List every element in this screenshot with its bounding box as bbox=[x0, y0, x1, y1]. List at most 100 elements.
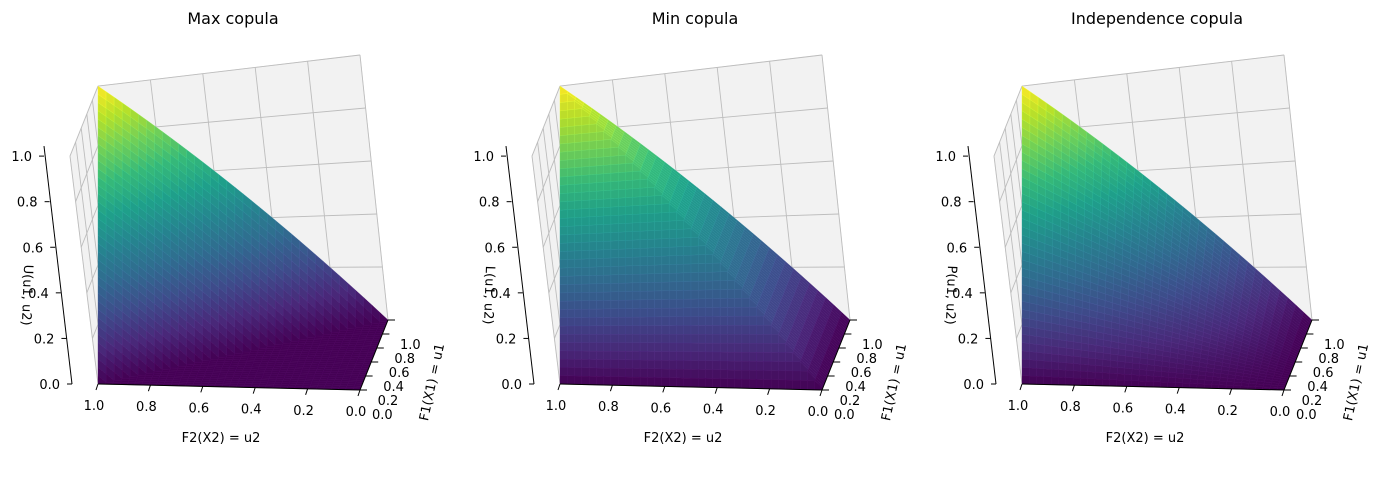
surface-cell bbox=[1036, 368, 1045, 377]
surface-cell bbox=[340, 344, 350, 347]
surface-cell bbox=[690, 378, 699, 388]
surface-cell bbox=[603, 257, 612, 267]
surface-cell bbox=[734, 378, 743, 389]
surface-cell bbox=[322, 353, 331, 357]
surface-cell bbox=[690, 369, 699, 379]
surface-cell bbox=[156, 381, 166, 384]
surface-cell bbox=[1161, 366, 1170, 373]
surface-cell bbox=[683, 298, 692, 309]
surface-cell bbox=[705, 254, 714, 264]
surface-cell bbox=[1196, 383, 1205, 389]
x-axis-line bbox=[97, 383, 361, 391]
surface-cell bbox=[610, 334, 619, 343]
surface-cell bbox=[332, 346, 341, 349]
x-tick-mark bbox=[252, 387, 256, 394]
surface-cell bbox=[309, 384, 319, 388]
surface-cell bbox=[1043, 360, 1052, 370]
surface-cell bbox=[603, 367, 612, 377]
y-tick-label: 0.2 bbox=[1302, 394, 1323, 409]
surface-cell bbox=[271, 350, 281, 354]
surface-cell bbox=[581, 283, 590, 293]
surface-cell bbox=[654, 342, 663, 352]
surface-cell bbox=[348, 360, 358, 363]
surface-cell bbox=[367, 350, 376, 354]
surface-cell bbox=[1073, 363, 1081, 372]
surface-cell bbox=[244, 383, 253, 386]
surface-cell bbox=[1073, 334, 1082, 344]
surface-cell bbox=[705, 280, 714, 291]
surface-cell bbox=[1066, 340, 1075, 350]
surface-cell bbox=[727, 351, 735, 362]
surface-cell bbox=[574, 108, 583, 118]
surface-cell bbox=[374, 333, 383, 336]
surface-cell bbox=[574, 309, 583, 318]
surface-cell bbox=[618, 359, 626, 369]
surface-cell bbox=[581, 157, 590, 168]
surface-cell bbox=[698, 289, 706, 300]
surface-cell bbox=[741, 306, 750, 317]
surface-cell bbox=[574, 192, 583, 202]
surface-cell bbox=[355, 362, 364, 365]
surface-cell bbox=[596, 190, 604, 200]
surface-cell bbox=[676, 342, 684, 352]
x-tick-label: 0.0 bbox=[1270, 405, 1291, 420]
surface-cell bbox=[632, 222, 641, 232]
surface-cell bbox=[683, 246, 692, 256]
surface-cell bbox=[319, 377, 329, 380]
surface-cell bbox=[639, 247, 648, 258]
x-tick-mark bbox=[357, 389, 361, 397]
surface-cell bbox=[712, 289, 721, 299]
surface-cell bbox=[632, 308, 641, 318]
surface-cell bbox=[1197, 374, 1206, 381]
surface-cell bbox=[567, 259, 575, 269]
surface-cell bbox=[288, 364, 297, 368]
y-axis-label: F1(X1) = u1 bbox=[1341, 342, 1372, 422]
surface-cell bbox=[559, 251, 568, 261]
surface-cell bbox=[596, 232, 604, 242]
surface-cell bbox=[618, 342, 626, 352]
surface-cell bbox=[603, 156, 612, 166]
surface-cell bbox=[603, 223, 612, 234]
surface-cell bbox=[712, 298, 721, 308]
surface-cell bbox=[588, 174, 597, 184]
surface-cell bbox=[142, 380, 151, 384]
surface-cell bbox=[574, 250, 583, 260]
surface-cell bbox=[1102, 359, 1111, 368]
surface bbox=[97, 85, 389, 391]
surface-cell bbox=[654, 368, 663, 378]
surface-cell bbox=[749, 370, 757, 380]
surface-cell bbox=[1021, 334, 1030, 344]
surface-cell bbox=[283, 358, 292, 362]
surface-cell bbox=[302, 366, 311, 370]
surface-cell bbox=[698, 360, 706, 370]
surface-cell bbox=[618, 368, 626, 378]
surface-cell bbox=[559, 359, 568, 368]
surface-cell bbox=[559, 334, 568, 343]
surface-cell bbox=[778, 379, 786, 390]
surface-cell bbox=[610, 232, 619, 242]
surface-cell bbox=[1226, 381, 1235, 386]
surface-cell bbox=[632, 205, 641, 215]
surface-cell bbox=[165, 377, 175, 381]
surface-cell bbox=[226, 373, 235, 376]
surface-cell bbox=[610, 181, 619, 191]
surface-cell bbox=[209, 378, 218, 382]
surface-cell bbox=[625, 222, 633, 233]
surface-cell bbox=[305, 359, 314, 362]
surface-cell bbox=[581, 199, 590, 210]
surface-cell bbox=[1160, 381, 1169, 388]
surface-cell bbox=[625, 342, 633, 352]
surface-cell bbox=[661, 299, 670, 309]
surface-cell bbox=[603, 300, 612, 310]
surface-cell bbox=[647, 195, 655, 206]
surface-cell bbox=[654, 212, 663, 223]
surface-cell bbox=[1021, 317, 1030, 328]
surface-cell bbox=[698, 307, 706, 317]
surface-cell bbox=[292, 354, 301, 358]
surface-cell bbox=[256, 352, 266, 355]
surface-cell bbox=[205, 368, 215, 372]
surface-cell bbox=[683, 272, 692, 282]
surface-cell bbox=[647, 282, 655, 292]
surface-cell bbox=[286, 368, 296, 372]
